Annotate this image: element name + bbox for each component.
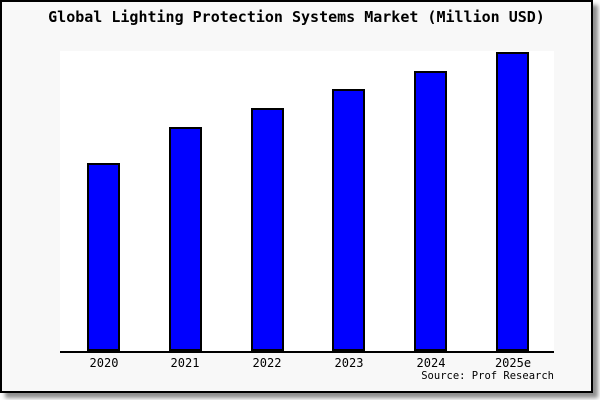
x-tick-label-2023: 2023 xyxy=(334,356,364,370)
bar-2025e xyxy=(496,52,529,351)
x-tick-label-2020: 2020 xyxy=(89,356,119,370)
plot-area xyxy=(60,51,554,353)
bar-2020 xyxy=(87,163,120,351)
chart-title: Global Lighting Protection Systems Marke… xyxy=(48,8,545,26)
bar-2024 xyxy=(414,71,447,351)
x-tick-label-2025e: 2025e xyxy=(494,356,532,370)
bar-2021 xyxy=(169,127,202,351)
bar-2023 xyxy=(332,89,365,351)
bar-2022 xyxy=(251,108,284,351)
chart-frame: Global Lighting Protection Systems Marke… xyxy=(0,0,593,393)
source-caption: Source: Prof Research xyxy=(421,370,554,382)
x-axis-labels: 2020 2021 2022 2023 2024 2025e xyxy=(60,356,554,372)
x-tick-label-2022: 2022 xyxy=(252,356,282,370)
x-tick-label-2021: 2021 xyxy=(170,356,200,370)
x-tick-label-2024: 2024 xyxy=(416,356,446,370)
